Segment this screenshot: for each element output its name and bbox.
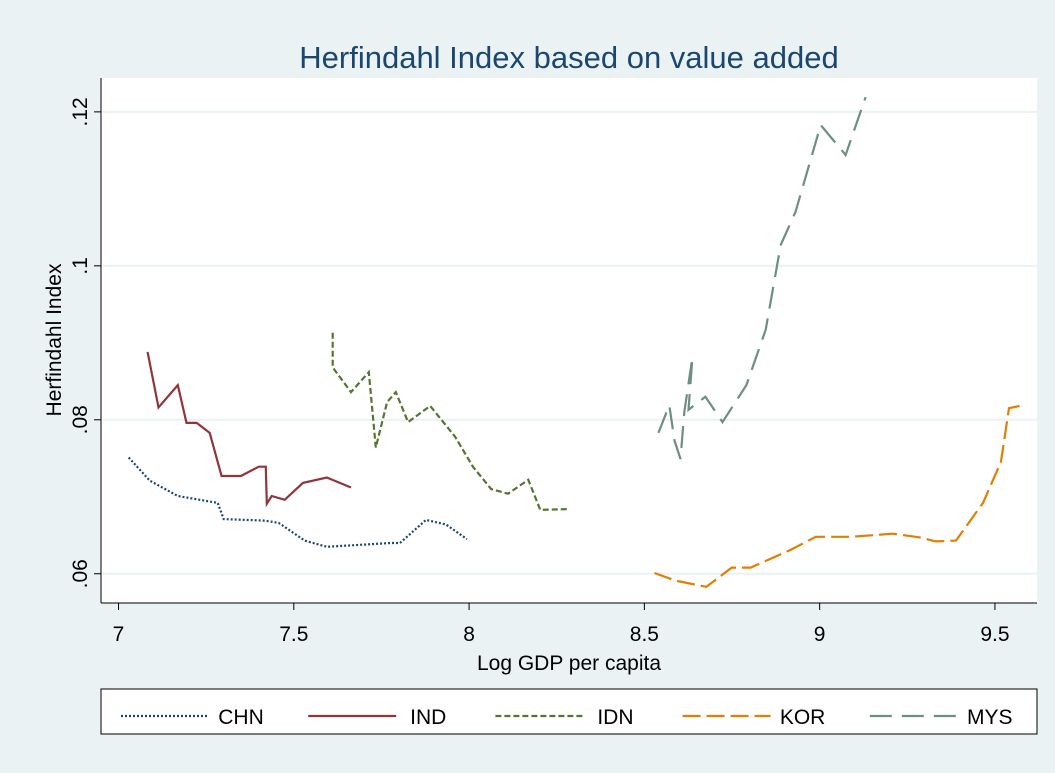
- legend: [100, 688, 1038, 735]
- legend-label: MYS: [967, 706, 1013, 729]
- legend-label: KOR: [780, 706, 826, 729]
- x-tick-label: 8: [463, 623, 475, 646]
- y-tick-label: .06: [69, 559, 92, 588]
- x-tick-label: 9: [814, 623, 826, 646]
- y-tick-label: .08: [69, 405, 92, 434]
- plot-layer: .06 .08 .1 .12 7 7.5 8 8.5 9 9.5 CHN IND IDN KOR MYS: [69, 78, 1037, 729]
- plot-area: [101, 78, 1037, 603]
- chart-title: Herfindahl Index based on value added: [299, 40, 838, 75]
- y-tick-label: .1: [69, 257, 92, 275]
- legend-label: IND: [410, 706, 446, 729]
- series-line: [331, 332, 568, 512]
- x-tick-label: 9.5: [980, 623, 1009, 646]
- legend-label: CHN: [218, 706, 264, 729]
- y-tick-label: .12: [69, 97, 92, 126]
- series-line: [654, 404, 1024, 588]
- series-line: [146, 351, 352, 508]
- legend-label: IDN: [597, 706, 633, 729]
- x-tick-label: 7.5: [279, 623, 308, 646]
- x-tick-label: 7: [113, 623, 125, 646]
- x-tick-label: 8.5: [630, 623, 659, 646]
- series-line: [657, 96, 867, 460]
- y-axis-title: Herfindahl Index: [43, 263, 66, 416]
- x-axis-title: Log GDP per capita: [477, 652, 661, 675]
- series-line: [127, 456, 468, 548]
